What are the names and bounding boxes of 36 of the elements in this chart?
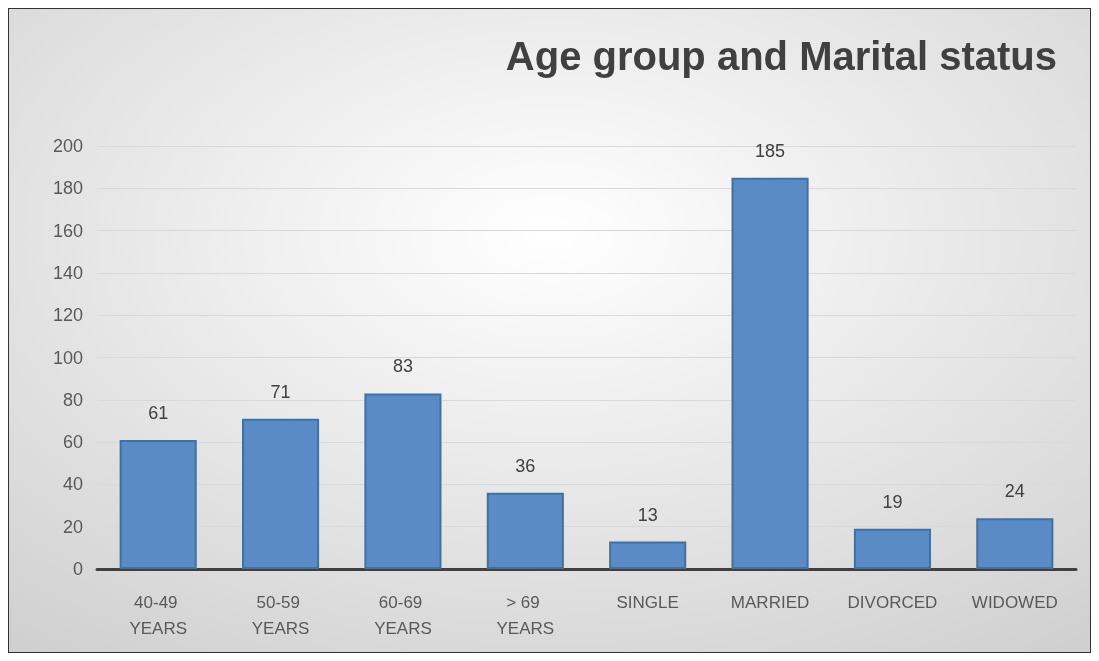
y-tick-label: 120 bbox=[52, 305, 83, 326]
data-label: 61 bbox=[148, 402, 169, 423]
x-tick-label: 40-49 YEARS bbox=[129, 592, 188, 638]
y-tick-label: 100 bbox=[52, 347, 83, 368]
data-label: 83 bbox=[392, 356, 413, 377]
bar bbox=[242, 418, 320, 569]
y-tick-label: 60 bbox=[62, 432, 83, 453]
bar bbox=[364, 393, 442, 569]
y-tick-label: 20 bbox=[62, 516, 83, 537]
data-label: 71 bbox=[270, 381, 291, 402]
x-tick-label: WIDOWED bbox=[971, 592, 1058, 612]
x-tick-label: DIVORCED bbox=[847, 592, 938, 612]
y-tick-label: 80 bbox=[62, 389, 83, 410]
bar bbox=[853, 528, 931, 569]
y-tick-label: 180 bbox=[52, 178, 83, 199]
y-tick-label: 160 bbox=[52, 220, 83, 241]
bar bbox=[486, 492, 564, 569]
bar bbox=[976, 518, 1054, 569]
x-tick-label: > 69 YEARS bbox=[496, 592, 555, 638]
y-tick-label: 0 bbox=[72, 559, 83, 579]
chart-title: Age group and Marital status bbox=[505, 34, 1057, 78]
x-tick-label: SINGLE bbox=[616, 592, 679, 612]
y-tick-label: 140 bbox=[52, 262, 83, 283]
x-tick-label: 50-59 YEARS bbox=[251, 592, 310, 638]
bar bbox=[609, 541, 687, 569]
data-label: 185 bbox=[755, 140, 786, 161]
bar bbox=[119, 439, 197, 569]
data-label: 19 bbox=[882, 491, 903, 512]
data-label: 13 bbox=[637, 504, 658, 525]
data-label: 24 bbox=[1004, 481, 1025, 502]
data-label: 36 bbox=[515, 455, 536, 476]
y-tick-label: 200 bbox=[52, 136, 83, 156]
y-tick-label: 40 bbox=[62, 474, 83, 495]
x-tick-label: MARRIED bbox=[730, 592, 810, 612]
x-tick-label: 60-69 YEARS bbox=[374, 592, 432, 638]
bar bbox=[731, 177, 809, 569]
